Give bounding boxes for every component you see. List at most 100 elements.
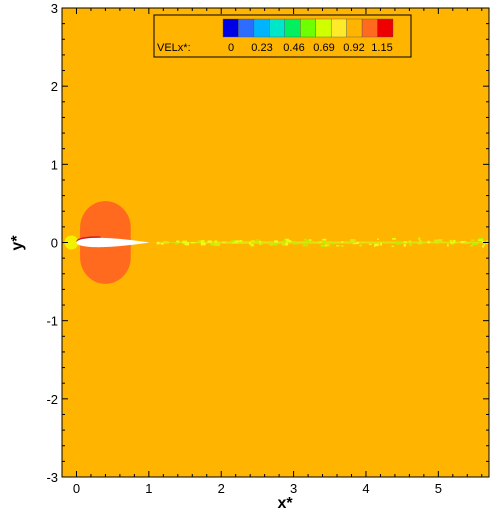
y-tick-label: 1	[51, 157, 58, 172]
legend-swatch	[238, 18, 255, 38]
wake-speckle	[320, 244, 325, 247]
wake-speckle	[327, 245, 331, 247]
x-axis-ticks: 0 1 2 3 4 5	[61, 8, 483, 496]
wake-speckle	[232, 240, 238, 244]
wake-speckle	[182, 240, 188, 244]
wake-speckle	[417, 241, 423, 245]
wake-speckle	[302, 244, 309, 247]
wake-speckle	[419, 239, 422, 242]
legend-swatch	[284, 18, 301, 38]
y-tick-label: 2	[51, 79, 58, 94]
wake-speckle	[319, 241, 322, 243]
wake-speckle	[222, 241, 226, 243]
wake-speckle	[255, 239, 260, 241]
x-tick-label: 4	[362, 481, 369, 496]
wake-speckle	[403, 244, 407, 247]
wake-speckle	[331, 241, 334, 245]
wake-speckle	[481, 240, 485, 243]
legend-swatch	[300, 18, 316, 38]
wake-speckle	[449, 239, 452, 242]
wake-speckle	[239, 242, 244, 244]
wake-speckle	[285, 242, 289, 246]
legend-swatch	[315, 18, 332, 38]
wake-speckle	[350, 239, 356, 242]
wake-speckle	[438, 239, 443, 242]
legend-level-label: 0.92	[343, 42, 364, 54]
wake-speckle	[258, 242, 263, 245]
wake-speckle	[435, 242, 439, 244]
wake-speckle	[447, 243, 449, 247]
wake-speckle	[373, 245, 376, 248]
wake-speckle	[322, 240, 326, 243]
legend-swatch	[361, 18, 378, 38]
wake-speckle	[274, 240, 278, 243]
wake-speckle	[283, 239, 286, 243]
wake-speckle	[190, 242, 195, 244]
legend-swatch	[269, 18, 286, 38]
x-axis-title: x*	[277, 495, 293, 512]
wake-speckle	[485, 240, 488, 243]
wake-speckle	[209, 243, 214, 246]
legend-level-label: 0	[228, 42, 234, 54]
wake-speckle	[451, 242, 455, 245]
legend-swatch	[330, 18, 347, 38]
wake-speckle	[409, 243, 413, 246]
wake-speckle	[427, 240, 431, 244]
wake-speckle	[165, 241, 169, 244]
x-tick-label: 3	[290, 481, 297, 496]
wake-speckle	[207, 240, 212, 243]
wake-speckle	[183, 243, 186, 245]
wake-speckle	[368, 243, 372, 245]
legend-variable-label: VELx*:	[157, 42, 191, 54]
wake-speckle	[352, 243, 357, 245]
legend-level-label: 0.46	[283, 42, 304, 54]
stagnation-point	[64, 235, 79, 250]
airfoil-shape	[76, 237, 149, 248]
wake-speckle	[185, 242, 189, 245]
wake-speckle	[341, 241, 344, 243]
wake-speckle	[239, 239, 243, 243]
wake-speckle	[318, 241, 320, 244]
wake-speckle	[460, 241, 467, 244]
wake-speckle	[472, 242, 478, 246]
wake-speckle	[471, 239, 475, 241]
y-tick-label: 3	[51, 1, 58, 16]
wake-speckle	[403, 241, 408, 244]
wake-region	[148, 237, 489, 248]
wake-speckle	[176, 240, 180, 243]
wake-speckle	[259, 240, 261, 243]
color-legend: VELx*: 0 0.23 0.46 0.69 0.92 1.15	[153, 14, 412, 58]
legend-swatch	[346, 18, 363, 38]
legend-level-label: 0.23	[251, 42, 272, 54]
wake-speckle	[322, 238, 327, 241]
wake-speckle	[303, 238, 307, 241]
wake-speckle	[324, 244, 330, 247]
wake-speckle	[391, 245, 395, 247]
y-tick-label: 0	[51, 236, 58, 251]
x-tick-label: 0	[73, 481, 80, 496]
wake-speckle	[335, 245, 340, 247]
wake-speckle	[214, 243, 221, 247]
legend-frame	[153, 14, 412, 58]
wake-speckle	[434, 239, 439, 242]
legend-swatch	[222, 18, 239, 38]
wake-speckle	[214, 240, 218, 244]
wake-speckle	[174, 242, 179, 245]
wake-speckle	[470, 245, 473, 247]
wake-speckle	[463, 241, 469, 244]
wake-speckle	[200, 242, 206, 246]
legend-swatches	[222, 18, 394, 38]
wake-speckle	[418, 237, 421, 240]
wake-speckle	[478, 237, 484, 241]
wake-speckle	[269, 244, 274, 246]
wake-speckle	[230, 240, 236, 242]
wake-speckle	[377, 238, 380, 240]
wake-speckle	[187, 242, 189, 246]
wake-speckle	[160, 242, 164, 245]
wake-speckle	[200, 240, 205, 244]
wake-speckle	[309, 239, 312, 242]
legend-level-label: 1.15	[371, 42, 392, 54]
y-axis-title: y*	[9, 235, 26, 251]
wake-speckle	[306, 239, 310, 243]
